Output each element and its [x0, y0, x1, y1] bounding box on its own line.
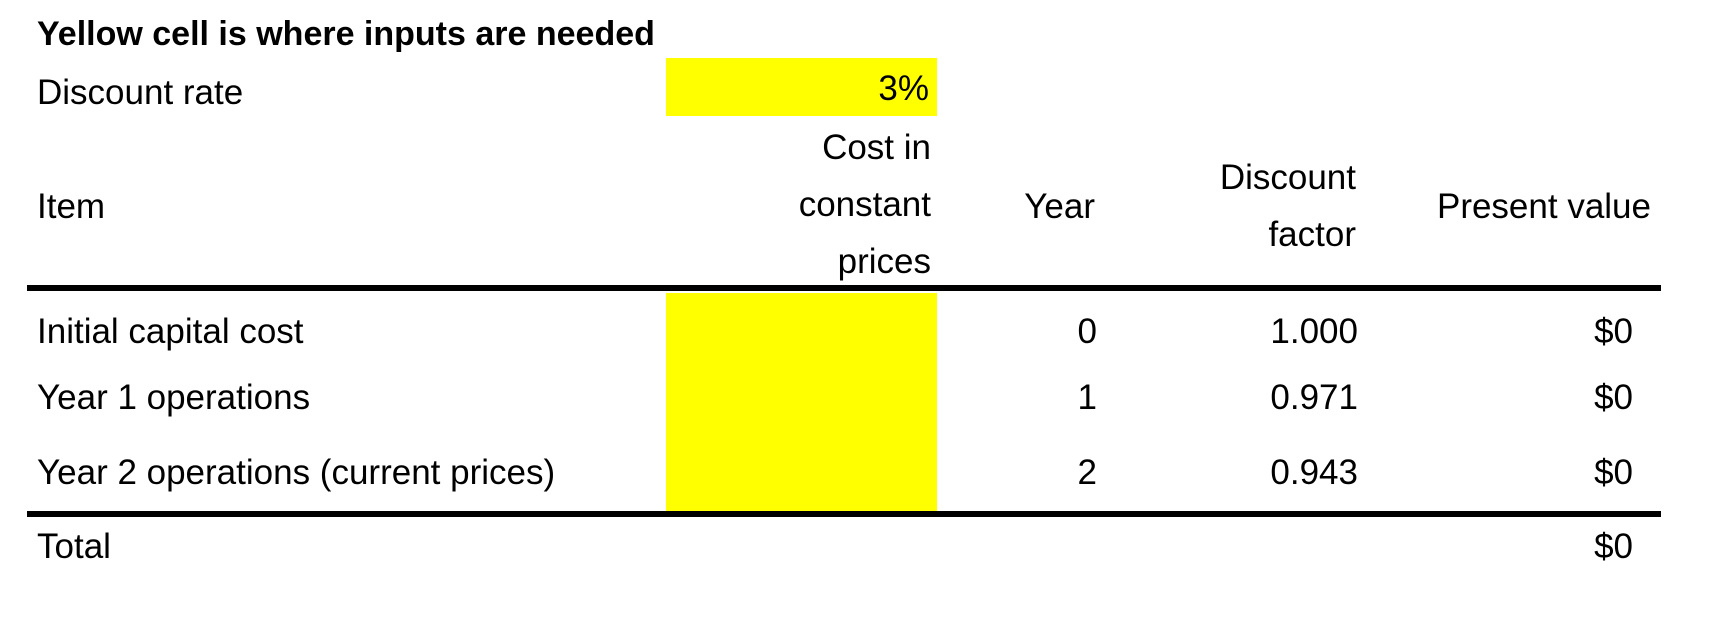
row-discount-factor: 0.971 — [1270, 378, 1358, 417]
row-discount-factor: 0.943 — [1270, 453, 1358, 492]
row-year: 1 — [1077, 378, 1097, 417]
row-year: 0 — [1077, 312, 1097, 351]
cost-input-column — [666, 293, 937, 511]
header-present-value: Present value — [1436, 187, 1651, 226]
header-factor-line1: Discount — [1219, 158, 1356, 197]
instruction-heading: Yellow cell is where inputs are needed — [37, 15, 655, 53]
header-cost-line2: constant — [798, 185, 931, 224]
row-discount-factor: 1.000 — [1270, 312, 1358, 351]
header-rule — [27, 285, 1661, 291]
row-item: Year 2 operations (current prices) — [37, 453, 556, 492]
row-item: Initial capital cost — [37, 312, 304, 351]
row-present-value: $0 — [1594, 453, 1633, 492]
discount-rate-label: Discount rate — [37, 73, 244, 112]
header-item: Item — [37, 187, 106, 226]
total-present-value: $0 — [1594, 527, 1633, 566]
header-cost-line3: prices — [837, 242, 931, 281]
discount-rate-value[interactable]: 3% — [878, 69, 929, 108]
total-rule — [27, 511, 1661, 517]
discount-rate-input-cell[interactable]: 3% — [666, 58, 937, 116]
row-year: 2 — [1077, 453, 1097, 492]
row-item: Year 1 operations — [37, 378, 311, 417]
total-label: Total — [37, 527, 111, 566]
row-present-value: $0 — [1594, 312, 1633, 351]
header-year: Year — [1024, 187, 1095, 226]
header-factor-line2: factor — [1268, 215, 1356, 254]
header-cost-line1: Cost in — [822, 128, 931, 167]
row-present-value: $0 — [1594, 378, 1633, 417]
